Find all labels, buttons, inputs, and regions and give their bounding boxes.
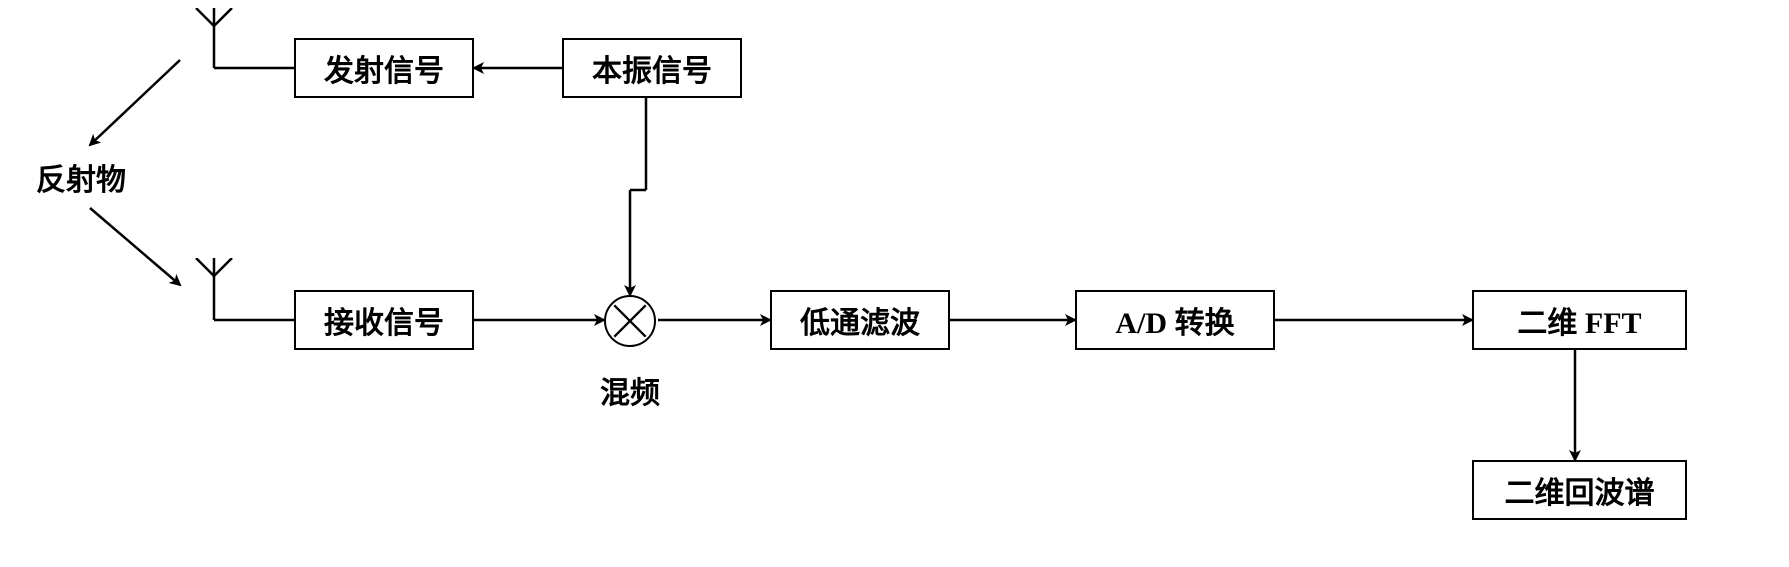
local-oscillator-label: 本振信号 — [592, 46, 712, 90]
receive-signal-label: 接收信号 — [324, 298, 444, 342]
edge-tx_to_refl-reflector_top — [90, 60, 180, 145]
adc-label: A/D 转换 — [1115, 298, 1234, 342]
edge-refl_to_rx-rx_antenna — [90, 208, 180, 285]
transmit-signal-box: 发射信号 — [294, 38, 474, 98]
lowpass-filter-label: 低通滤波 — [800, 298, 920, 342]
spectrum-label: 二维回波谱 — [1505, 468, 1655, 512]
adc-box: A/D 转换 — [1075, 290, 1275, 350]
lowpass-filter-box: 低通滤波 — [770, 290, 950, 350]
transmit-signal-label: 发射信号 — [324, 46, 444, 90]
mixer-icon — [604, 295, 656, 347]
reflector-label: 反射物 — [36, 155, 126, 199]
fft-box: 二维 FFT — [1472, 290, 1687, 350]
local-oscillator-box: 本振信号 — [562, 38, 742, 98]
spectrum-box: 二维回波谱 — [1472, 460, 1687, 520]
mixer-label: 混频 — [600, 368, 660, 412]
receive-signal-box: 接收信号 — [294, 290, 474, 350]
fft-label: 二维 FFT — [1517, 298, 1641, 342]
tx-antenna-icon — [190, 8, 240, 72]
rx-antenna-icon — [190, 258, 240, 322]
